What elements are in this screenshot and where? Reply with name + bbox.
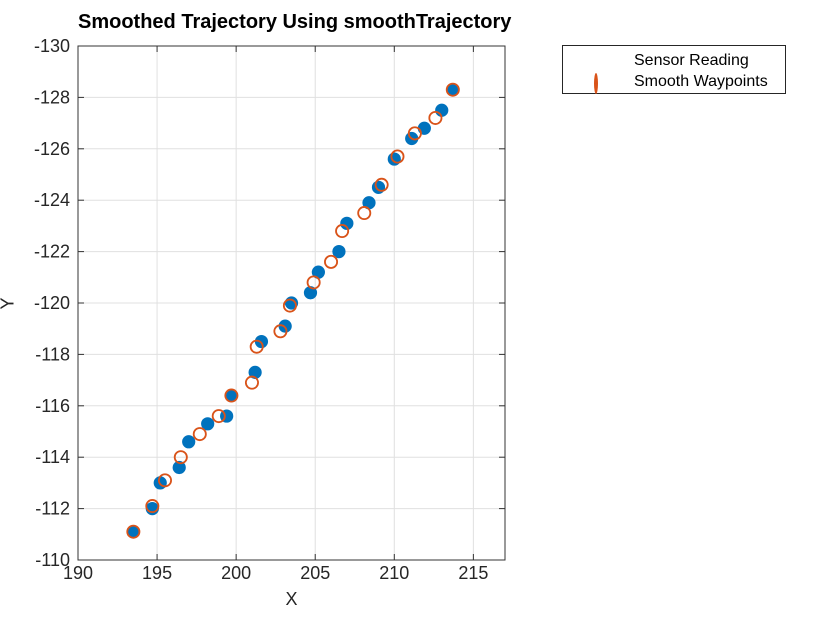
scatter-point-sensor-reading [172, 460, 186, 475]
y-tick-label: -124 [34, 190, 70, 210]
scatter-point-smooth-waypoint [324, 254, 339, 269]
scatter-point-smooth-waypoint [244, 375, 259, 390]
y-tick-label: -128 [34, 87, 70, 107]
scatter-point-sensor-reading [126, 525, 140, 539]
scatter-point-sensor-reading [417, 121, 431, 135]
scatter-point-sensor-reading [182, 435, 196, 449]
y-tick-label: -116 [35, 396, 70, 416]
scatter-point-smooth-waypoint [306, 275, 321, 290]
scatter-point-smooth-waypoint [145, 499, 160, 514]
scatter-point-smooth-waypoint [390, 149, 405, 164]
scatter-point-smooth-waypoint [335, 224, 350, 239]
scatter-point-smooth-waypoint [192, 427, 207, 442]
y-tick-label: -126 [34, 139, 70, 159]
scatter-point-sensor-reading [332, 245, 346, 259]
scatter-point-smooth-waypoint [407, 126, 422, 141]
chart-title: Smoothed Trajectory Using smoothTrajecto… [78, 11, 512, 33]
scatter-point-sensor-reading [311, 265, 325, 279]
scatter-point-sensor-reading [446, 83, 460, 97]
scatter-point-sensor-reading [362, 196, 376, 210]
scatter-point-smooth-waypoint [428, 110, 443, 125]
y-tick-label: -114 [35, 447, 70, 467]
scatter-point-smooth-waypoint [157, 473, 172, 488]
x-tick-label: 190 [63, 563, 93, 583]
open-circle-marker-icon [594, 73, 607, 94]
scatter-point-smooth-waypoint [282, 298, 297, 313]
scatter-point-smooth-waypoint [445, 82, 460, 97]
scatter-point-smooth-waypoint [357, 206, 372, 221]
x-tick-label: 215 [458, 563, 488, 583]
scatter-point-sensor-reading [387, 152, 401, 166]
x-tick-label: 210 [379, 563, 409, 583]
scatter-point-smooth-waypoint [211, 409, 226, 424]
scatter-point-smooth-waypoint [126, 524, 141, 539]
legend-label: Smooth Waypoints [634, 72, 768, 90]
y-tick-label: -112 [35, 499, 70, 519]
legend-entry-sensor-reading: Sensor Reading [563, 50, 785, 71]
filled-circle-marker-icon [594, 54, 607, 67]
x-tick-label: 195 [142, 563, 172, 583]
scatter-point-sensor-reading [371, 180, 386, 194]
scatter-point-smooth-waypoint [173, 450, 188, 465]
legend-box: Sensor Reading Smooth Waypoints [562, 45, 786, 94]
scatter-point-sensor-reading [201, 417, 215, 431]
scatter-point-smooth-waypoint [249, 339, 264, 354]
y-tick-label: -110 [35, 550, 70, 570]
scatter-point-sensor-reading [224, 388, 239, 403]
y-axis-label: Y [0, 284, 19, 324]
x-axis-label: X [285, 589, 298, 609]
y-tick-label: -130 [34, 36, 70, 56]
x-tick-label: 200 [221, 563, 251, 583]
scatter-point-sensor-reading [340, 216, 354, 230]
legend-entry-smooth-waypoints: Smooth Waypoints [563, 71, 785, 94]
y-tick-label: -118 [35, 344, 70, 364]
scatter-point-smooth-waypoint [273, 324, 288, 339]
scatter-point-smooth-waypoint [224, 388, 239, 403]
scatter-point-smooth-waypoint [374, 177, 389, 192]
y-tick-label: -120 [34, 293, 70, 313]
scatter-point-sensor-reading [435, 103, 449, 117]
y-tick-label: -122 [34, 242, 70, 262]
legend-label: Sensor Reading [634, 51, 749, 69]
x-tick-label: 205 [300, 563, 330, 583]
